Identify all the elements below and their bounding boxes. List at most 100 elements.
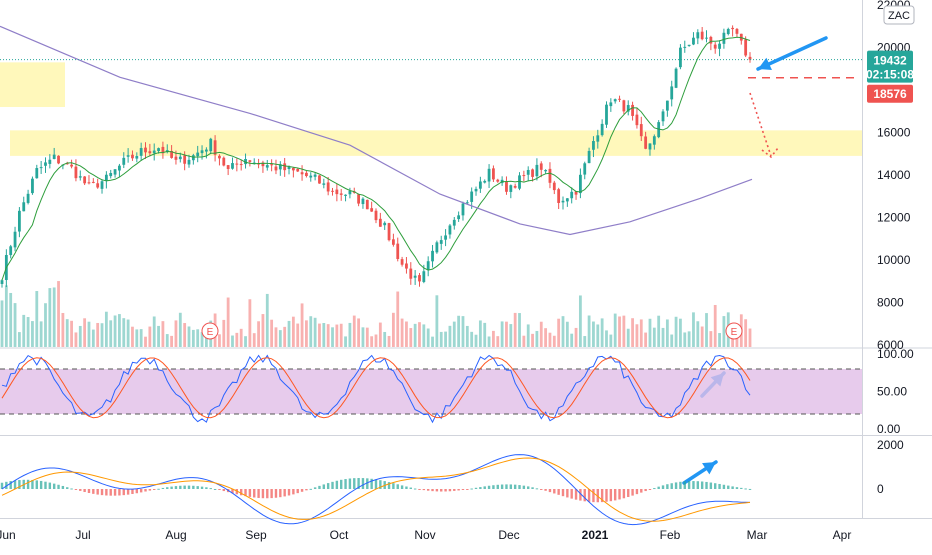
symbol-badge <box>883 5 915 25</box>
candle <box>0 280 4 284</box>
volume-bar <box>39 321 43 347</box>
candle <box>561 200 565 203</box>
macd-histogram-bar <box>370 478 373 489</box>
macd-histogram-bar <box>48 482 52 489</box>
volume-bar <box>679 318 682 347</box>
macd-histogram-bar <box>13 480 17 489</box>
macd-histogram-bar <box>318 485 321 489</box>
volume-bar <box>531 333 534 347</box>
volume-bar <box>109 320 113 347</box>
candle <box>144 147 147 153</box>
macd-histogram-bar <box>52 483 56 489</box>
volume-bar <box>361 327 365 347</box>
macd-histogram-bar <box>96 489 99 495</box>
macd-histogram-bar <box>548 489 552 493</box>
macd-histogram-bar <box>270 489 273 499</box>
macd-histogram-bar <box>174 486 178 489</box>
macd-histogram-bar <box>374 479 378 489</box>
candle <box>287 166 291 169</box>
candle <box>622 100 626 112</box>
volume-bar <box>631 318 634 347</box>
candle <box>278 164 282 170</box>
candle <box>244 159 247 165</box>
macd-histogram-bar <box>135 489 139 494</box>
volume-bar <box>348 322 352 347</box>
macd-histogram-bar <box>79 489 82 491</box>
macd-histogram-bar <box>453 489 456 491</box>
volume-bar <box>13 303 17 347</box>
macd-histogram-bar <box>496 484 499 489</box>
candle <box>478 181 482 189</box>
candle <box>605 104 608 125</box>
macd-histogram-bar <box>440 489 443 492</box>
candle <box>613 99 617 102</box>
volume-bar <box>278 330 282 347</box>
volume-bar <box>687 331 691 347</box>
x-tick-label: Nov <box>414 528 435 542</box>
volume-bar <box>252 333 256 347</box>
volume-bar <box>35 291 39 347</box>
candle <box>265 165 269 168</box>
candle <box>361 198 365 205</box>
macd-histogram-bar <box>92 489 95 494</box>
target-price-tag <box>867 84 913 103</box>
macd-histogram-bar <box>448 489 452 492</box>
macd-histogram-bar <box>544 489 547 491</box>
candle <box>378 218 382 227</box>
volume-bar <box>692 312 695 347</box>
volume-bar <box>26 317 30 347</box>
candle <box>474 188 478 192</box>
macd-histogram-bar <box>118 489 121 496</box>
candle <box>165 150 169 152</box>
volume-bar <box>370 336 374 347</box>
macd-signal-line <box>1 457 751 522</box>
macd-histogram-bar <box>605 489 608 502</box>
macd-histogram-bar <box>183 485 186 489</box>
candle <box>648 143 652 150</box>
macd-histogram-bar <box>83 489 86 493</box>
macd-histogram-bar <box>431 489 434 492</box>
stochastic-k-line <box>1 354 751 424</box>
macd-histogram-bar <box>527 486 530 489</box>
macd-histogram-bar <box>292 489 295 495</box>
volume-bar <box>718 333 721 347</box>
macd-histogram-bar <box>31 479 34 489</box>
macd-histogram-bar <box>483 486 486 489</box>
macd-histogram-bar <box>609 489 613 502</box>
candle <box>400 259 404 265</box>
candle <box>661 111 665 122</box>
macd-histogram-bar <box>731 486 734 489</box>
candle <box>91 181 95 183</box>
candle <box>218 155 221 159</box>
candle <box>305 172 308 177</box>
macd-histogram-bar <box>9 481 12 489</box>
ma-short-line <box>1 36 751 281</box>
macd-histogram-bar <box>74 489 78 490</box>
candle <box>583 163 587 175</box>
macd-histogram-bar <box>387 482 391 489</box>
macd-histogram-bar <box>661 485 665 489</box>
volume-bar <box>187 326 191 347</box>
candle <box>357 194 361 204</box>
volume-bar <box>322 323 326 347</box>
macd-histogram-bar <box>248 489 252 497</box>
candle <box>239 164 243 166</box>
macd-histogram-bar <box>561 489 565 497</box>
volume-bar <box>248 299 252 347</box>
volume-bar <box>122 318 126 347</box>
volume-bar <box>296 323 300 347</box>
volume-bar <box>661 327 665 347</box>
candle <box>418 275 421 282</box>
volume-bar <box>270 319 274 347</box>
macd-histogram-bar <box>57 484 60 489</box>
volume-bar <box>483 322 487 347</box>
macd-histogram-bar <box>18 480 21 489</box>
volume-bar <box>600 318 604 347</box>
macd-histogram-group <box>0 478 752 503</box>
resistance-zone <box>0 62 65 107</box>
volume-bar <box>557 318 561 347</box>
volume-bar <box>383 331 387 347</box>
macd-histogram-bar <box>153 489 156 490</box>
